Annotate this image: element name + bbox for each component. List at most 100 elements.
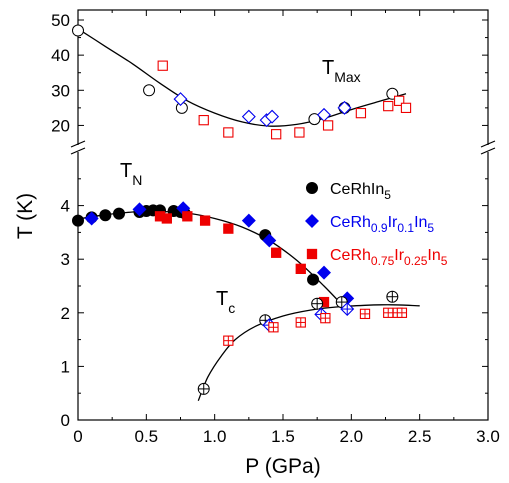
marker-circle xyxy=(99,209,112,222)
data-point xyxy=(386,290,399,303)
marker-square xyxy=(271,129,282,140)
marker-square xyxy=(294,127,305,138)
data-point xyxy=(113,207,125,220)
marker-square xyxy=(161,213,172,224)
data-point xyxy=(383,307,394,318)
marker-diamond xyxy=(262,233,277,248)
y-tick-label-upper: 30 xyxy=(51,81,70,100)
legend-label-text: CeRhIn xyxy=(330,181,384,198)
right-break-gap xyxy=(485,145,491,152)
data-point xyxy=(317,265,331,280)
data-point xyxy=(311,297,324,310)
data-point xyxy=(197,382,210,395)
x-axis-title: P (GPa) xyxy=(245,455,320,478)
legend-label: CeRh0.9Ir0.1In5 xyxy=(330,214,434,235)
data-point xyxy=(262,233,277,248)
marker-circle xyxy=(72,24,84,37)
data-point xyxy=(241,213,256,228)
y-tick-label-upper: 40 xyxy=(51,46,70,65)
marker-circle xyxy=(307,273,320,286)
legend-label-text: CeRh xyxy=(330,247,371,264)
legend-label-subscript: 0.9 xyxy=(371,221,388,235)
series-cerh0-75ir0-25in5-tc xyxy=(223,307,408,346)
marker-circle xyxy=(306,182,318,194)
marker-square xyxy=(394,95,405,106)
marker-circle xyxy=(113,207,125,220)
data-point xyxy=(265,109,280,124)
marker-square xyxy=(295,263,306,274)
data-point xyxy=(72,214,84,227)
data-point xyxy=(72,24,84,37)
data-point xyxy=(161,213,172,224)
tn-annotation-sub: N xyxy=(132,172,142,188)
right-axis-break-mark xyxy=(480,140,496,148)
marker-diamond xyxy=(317,265,331,280)
data-point xyxy=(383,100,394,112)
data-point xyxy=(295,317,306,328)
legend-label: CeRh0.75Ir0.25In5 xyxy=(330,247,448,268)
tn-annotation-main: T xyxy=(120,160,132,182)
legend-marker xyxy=(306,248,318,260)
data-point xyxy=(308,113,321,126)
series-cerhin5-tn xyxy=(72,204,320,286)
y-tick-label: 0 xyxy=(61,411,70,430)
x-tick-label: 0.5 xyxy=(135,427,159,446)
marker-square xyxy=(355,107,367,119)
marker-square xyxy=(271,247,282,258)
marker-diamond xyxy=(173,92,188,107)
marker-square xyxy=(198,115,209,126)
tc-annotation-sub: c xyxy=(228,300,235,316)
legend-label: CeRhIn5 xyxy=(330,181,391,202)
marker-square xyxy=(383,100,394,112)
series-cerh0-75ir0-25in5-tmax xyxy=(157,60,412,140)
data-point xyxy=(223,223,234,234)
marker-diamond xyxy=(305,214,319,228)
data-point xyxy=(198,115,209,126)
data-point xyxy=(143,84,156,97)
data-point xyxy=(400,102,412,114)
legend-label-text: CeRh xyxy=(330,214,371,231)
x-tick-label: 3.0 xyxy=(476,427,500,446)
y-tick-label: 2 xyxy=(61,304,70,323)
series-cerh0-75ir0-25in5-tn xyxy=(154,211,330,308)
data-point xyxy=(355,107,367,119)
data-point xyxy=(307,273,320,286)
legend-label-subscript: 5 xyxy=(384,188,391,202)
y-tick-label-upper: 50 xyxy=(51,11,70,30)
data-point xyxy=(340,302,355,317)
y-tick-label: 4 xyxy=(61,197,70,216)
legend-item: CeRh0.9Ir0.1In5 xyxy=(305,214,434,235)
tmax-fit-line xyxy=(78,28,407,127)
y-tick-label: 3 xyxy=(61,250,70,269)
tmax-annotation-main: T xyxy=(322,57,334,79)
x-tick-label: 1.0 xyxy=(203,427,227,446)
marker-square xyxy=(400,102,412,114)
legend-label-subscript: 0.25 xyxy=(404,254,428,268)
fit-lines xyxy=(78,28,420,401)
tmax-annotation-sub: Max xyxy=(334,69,360,85)
data-point xyxy=(359,308,371,320)
data-point xyxy=(271,247,282,258)
marker-diamond xyxy=(132,202,147,217)
left-axis-break-mark xyxy=(70,147,86,155)
tc-annotation-main: T xyxy=(216,288,228,310)
data-point xyxy=(268,322,279,333)
marker-circle xyxy=(72,214,84,227)
legend-label-text: In xyxy=(427,247,440,264)
marker-square xyxy=(182,211,193,222)
data-point xyxy=(223,127,234,138)
marker-square xyxy=(306,248,318,260)
x-tick-label: 1.5 xyxy=(271,427,295,446)
y-axis-title: T (K) xyxy=(14,193,37,239)
y-tick-label: 1 xyxy=(61,357,70,376)
data-markers xyxy=(72,24,412,395)
marker-square xyxy=(199,215,211,226)
legend-item: CeRhIn5 xyxy=(306,181,391,202)
tc-fit-line xyxy=(197,304,420,401)
left-axis-break-mark xyxy=(70,140,86,148)
data-point xyxy=(173,92,188,107)
y-tick-label-upper: 20 xyxy=(51,116,70,135)
marker-diamond xyxy=(241,109,256,124)
